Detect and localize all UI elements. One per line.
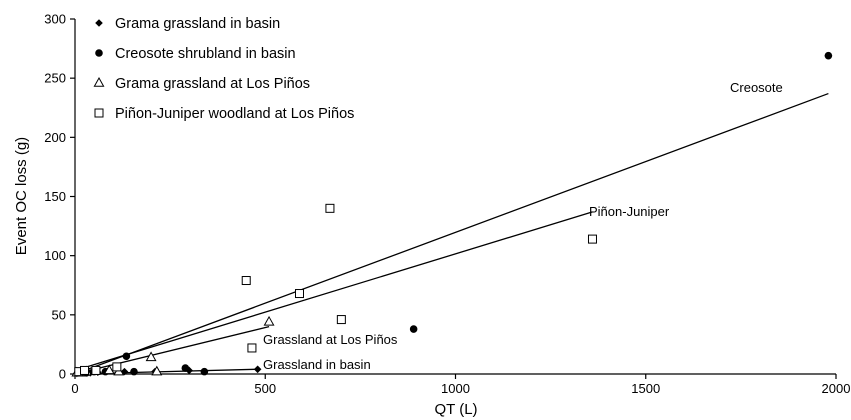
legend-label: Grama grassland at Los Piños — [115, 76, 310, 92]
x-tick-label: 500 — [254, 381, 276, 396]
data-point-square — [241, 276, 251, 286]
data-point-circle — [122, 352, 131, 361]
fit-line-grassland-at-los-pinos — [74, 326, 270, 375]
y-axis-title: Event OC loss (g) — [13, 137, 30, 255]
data-point-triangle — [263, 315, 275, 326]
fit-line-labels: Creosote Piñon-Juniper Grassland at Los Pi… — [263, 80, 783, 372]
y-ticks: 0 50 100 150 200 250 300 — [44, 12, 75, 382]
data-point-square — [112, 362, 122, 372]
x-tick-label: 0 — [71, 381, 78, 396]
data-point-diamond — [253, 365, 262, 374]
y-tick-label: 100 — [44, 248, 66, 263]
fit-line-pinon-juniper — [74, 211, 593, 372]
axes — [74, 19, 836, 375]
y-tick-label: 0 — [59, 367, 66, 382]
y-tick-label: 50 — [52, 307, 66, 322]
data-point-circle — [181, 364, 190, 372]
data-point-square — [80, 365, 90, 375]
data-point-square — [336, 315, 346, 325]
data-point-triangle — [151, 365, 163, 376]
legend-item-creosote-shrubland-in-basin: Creosote shrubland in basin — [95, 46, 296, 62]
legend-marker-circle — [95, 49, 103, 57]
data-point-circle — [824, 51, 833, 60]
x-axis-title: QT (L) — [434, 401, 477, 418]
x-tick-label: 2000 — [822, 381, 851, 396]
legend-marker-square — [94, 108, 104, 118]
data-point-square — [294, 289, 304, 299]
y-tick-label: 150 — [44, 189, 66, 204]
data-point-square — [91, 365, 101, 375]
x-ticks: 0 500 1000 1500 2000 — [71, 374, 850, 396]
fit-label-grassland-in-basin: Grassland in basin — [263, 357, 371, 372]
x-tick-label: 1000 — [441, 381, 470, 396]
data-point-circle — [409, 325, 418, 333]
legend: Grama grassland in basin Creosote shrubla… — [93, 16, 354, 122]
legend-label: Grama grassland in basin — [115, 16, 280, 32]
fit-label-pinon-juniper: Piñon-Juniper — [589, 204, 670, 219]
legend-label: Creosote shrubland in basin — [115, 46, 296, 62]
fit-label-creosote: Creosote — [730, 80, 783, 95]
series-pinon-juniper-woodland-at-los-pinos — [74, 203, 597, 377]
data-point-circle — [200, 367, 209, 376]
y-tick-label: 200 — [44, 130, 66, 145]
data-point-square — [587, 234, 597, 244]
data-point-diamond — [185, 366, 193, 375]
data-point-triangle — [103, 364, 115, 375]
series-creosote-shrubland-in-basin — [75, 51, 833, 377]
y-tick-label: 250 — [44, 71, 66, 86]
data-point-square — [247, 343, 257, 353]
data-point-square — [325, 203, 335, 213]
legend-item-grama-grassland-at-los-pinos: Grama grassland at Los Piños — [93, 76, 310, 92]
data-point-triangle — [145, 351, 157, 362]
fit-line-creosote — [74, 92, 829, 375]
legend-label: Piñon-Juniper woodland at Los Piños — [115, 106, 354, 122]
data-point-circle — [130, 367, 138, 376]
fit-label-grassland-at-los-pinos: Grassland at Los Piños — [263, 332, 398, 347]
data-points — [71, 51, 833, 378]
legend-marker-diamond — [95, 19, 103, 27]
legend-marker-triangle — [93, 76, 105, 87]
legend-item-pinon-juniper-woodland-at-los-pinos: Piñon-Juniper woodland at Los Piños — [94, 106, 354, 122]
legend-item-grama-grassland-in-basin: Grama grassland in basin — [95, 16, 280, 32]
fit-lines — [74, 92, 829, 375]
y-tick-label: 300 — [44, 12, 66, 27]
x-tick-label: 1500 — [631, 381, 660, 396]
